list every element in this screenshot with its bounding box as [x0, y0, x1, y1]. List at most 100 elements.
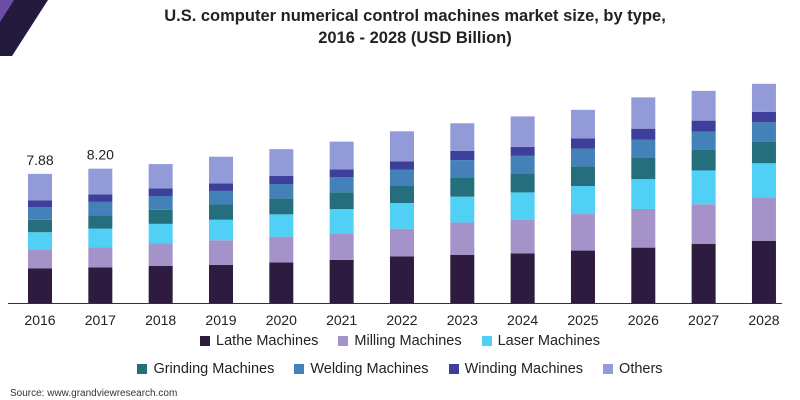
bar-segment [148, 209, 173, 224]
bar-segment [329, 169, 354, 178]
source-note: Source: www.grandviewresearch.com [10, 388, 178, 399]
legend-swatch [294, 364, 305, 374]
bar-segment [631, 158, 656, 180]
corner-dark-shape [0, 0, 48, 56]
bar-segment [389, 185, 414, 204]
bar-segment [570, 250, 595, 303]
bar-segment [269, 176, 294, 185]
bar-segment [28, 268, 52, 303]
legend-swatch [481, 336, 492, 346]
bar-segment [691, 131, 716, 150]
x-tick-label: 2024 [507, 312, 538, 328]
bar-segment [389, 169, 414, 186]
bar-segment [389, 131, 414, 162]
bar-segment [28, 249, 52, 269]
legend-label: Grinding Machines [153, 361, 275, 377]
bar-segment [148, 188, 173, 197]
bar-segment [450, 196, 475, 223]
x-tick-label: 2022 [386, 312, 417, 328]
x-tick-label: 2021 [326, 312, 357, 328]
chart-title-line-2: 2016 - 2028 (USD Billion) [318, 29, 512, 47]
bar-segment [510, 253, 535, 303]
stacked-bar-chart: 7.88 2016 8.20 2017 2018 2019 2020 2021 2022 2023… [8, 83, 782, 328]
x-tick-label: 2016 [24, 312, 55, 328]
legend-swatch [338, 336, 349, 346]
bar-segment [389, 161, 414, 170]
bar-segment [570, 186, 595, 215]
bar-segment [570, 138, 595, 149]
bar-segment [329, 233, 354, 260]
x-tick-label: 2020 [266, 312, 297, 328]
bar-segment [570, 166, 595, 187]
bar-segment [751, 111, 776, 123]
bar-segment [691, 170, 716, 205]
legend-swatch [448, 364, 459, 374]
bar-segment [148, 243, 173, 266]
bar-segment [329, 192, 354, 210]
legend-label: Others [619, 361, 663, 377]
bar-segment [269, 184, 294, 199]
bar-segment [88, 215, 113, 229]
legend-label: Welding Machines [310, 361, 429, 377]
bar-segment [691, 120, 716, 132]
bar-segment [269, 262, 294, 303]
bar-segment [269, 149, 294, 177]
bar-segment [28, 207, 52, 220]
bar-segment [329, 209, 354, 234]
bar-segment [691, 204, 716, 245]
bar-segment [329, 177, 354, 193]
legend-item: Milling Machines [338, 333, 462, 349]
bar-segment [208, 219, 233, 241]
bar-segment [631, 97, 656, 129]
bar-segment [631, 208, 656, 248]
bar-segment [510, 173, 535, 193]
bar-segment [510, 219, 535, 254]
bar-segment [510, 146, 535, 156]
bar-segment [510, 192, 535, 220]
legend-row-2: Grinding Machines Welding Machines Winding… [0, 361, 800, 377]
legend-label: Winding Machines [464, 361, 584, 377]
bar-segment [751, 122, 776, 142]
bar-segment [329, 141, 354, 170]
bar-segment [450, 160, 475, 178]
legend-item: Grinding Machines [137, 361, 274, 377]
x-tick-label: 2017 [85, 312, 116, 328]
bar-segment [88, 201, 113, 216]
bar-segment [510, 116, 535, 147]
bar-segment [450, 254, 475, 303]
bar-segment [208, 204, 233, 220]
bar-segment [389, 203, 414, 229]
bar-segment [570, 148, 595, 167]
x-tick-label: 2023 [447, 312, 478, 328]
legend-item: Others [603, 361, 663, 377]
legend-label: Lathe Machines [216, 333, 319, 349]
legend-item: Lathe Machines [200, 333, 318, 349]
corner-accent-shape [0, 0, 14, 22]
bar-segment [751, 163, 776, 198]
bar-segment [28, 200, 52, 208]
bar-segment [631, 139, 656, 158]
legend-swatch [603, 364, 614, 374]
bar-segment [450, 177, 475, 197]
bar-segment [148, 196, 173, 210]
bar-segment [450, 222, 475, 255]
bar-segment [208, 156, 233, 184]
bar-segment [691, 149, 716, 171]
x-tick-label: 2019 [205, 312, 236, 328]
bar-segment [510, 155, 535, 174]
chart-title-line-1: U.S. computer numerical control machines… [164, 7, 666, 25]
bar-segment [691, 90, 716, 121]
bar-segment [389, 228, 414, 257]
corner-decoration [0, 0, 48, 56]
bar-segment [208, 240, 233, 265]
chart-title: U.S. computer numerical control machines… [70, 5, 760, 49]
bar-total-label: 8.20 [87, 147, 114, 163]
bar-segment [751, 197, 776, 241]
bar-segment [28, 232, 52, 250]
bar-segment [28, 173, 52, 201]
legend-label: Milling Machines [354, 333, 462, 349]
x-tick-label: 2025 [567, 312, 598, 328]
bar-segment [88, 267, 113, 303]
bar-segment [329, 259, 354, 303]
bar-segment [208, 190, 233, 205]
